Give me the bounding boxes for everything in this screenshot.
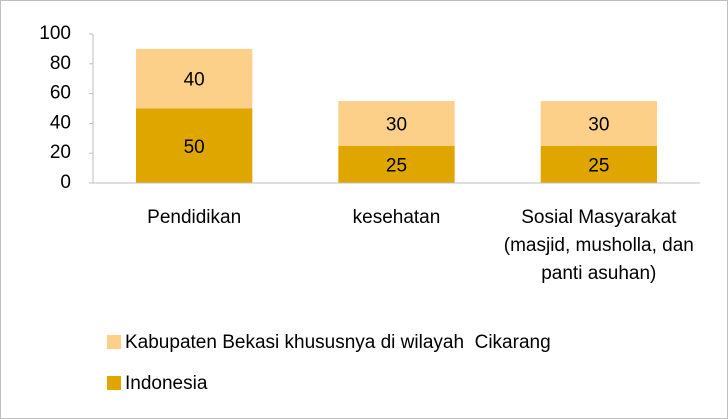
data-label: 25 — [386, 155, 407, 176]
bar-segment — [135, 48, 253, 109]
legend-swatch — [107, 335, 121, 349]
bar-segment — [338, 101, 455, 146]
bar-segment — [540, 145, 658, 183]
x-tick-label: Pendidikan — [147, 207, 242, 228]
x-tick-label: Sosial Masyarakat (masjid, musholla, dan… — [503, 207, 694, 284]
bar-segment — [540, 101, 658, 146]
legend-swatch — [107, 376, 121, 390]
y-tick-label: 80 — [50, 53, 71, 74]
data-label: 40 — [184, 70, 205, 91]
legend-label: Kabupaten Bekasi khususnya di wilayah Ci… — [125, 332, 551, 353]
y-tick-label: 0 — [60, 172, 71, 193]
y-tick-label: 20 — [50, 142, 71, 163]
data-label: 30 — [386, 114, 407, 135]
data-label: 30 — [588, 114, 609, 135]
y-tick-label: 100 — [39, 23, 71, 44]
bar-segment — [338, 145, 455, 183]
x-tick-label: kesehatan — [352, 207, 441, 228]
bar-segment — [135, 108, 253, 183]
data-label: 25 — [588, 155, 609, 176]
data-label: 50 — [184, 137, 205, 158]
legend-label: Indonesia — [125, 373, 208, 394]
y-tick-label: 40 — [50, 112, 71, 133]
y-tick-label: 60 — [50, 83, 71, 104]
